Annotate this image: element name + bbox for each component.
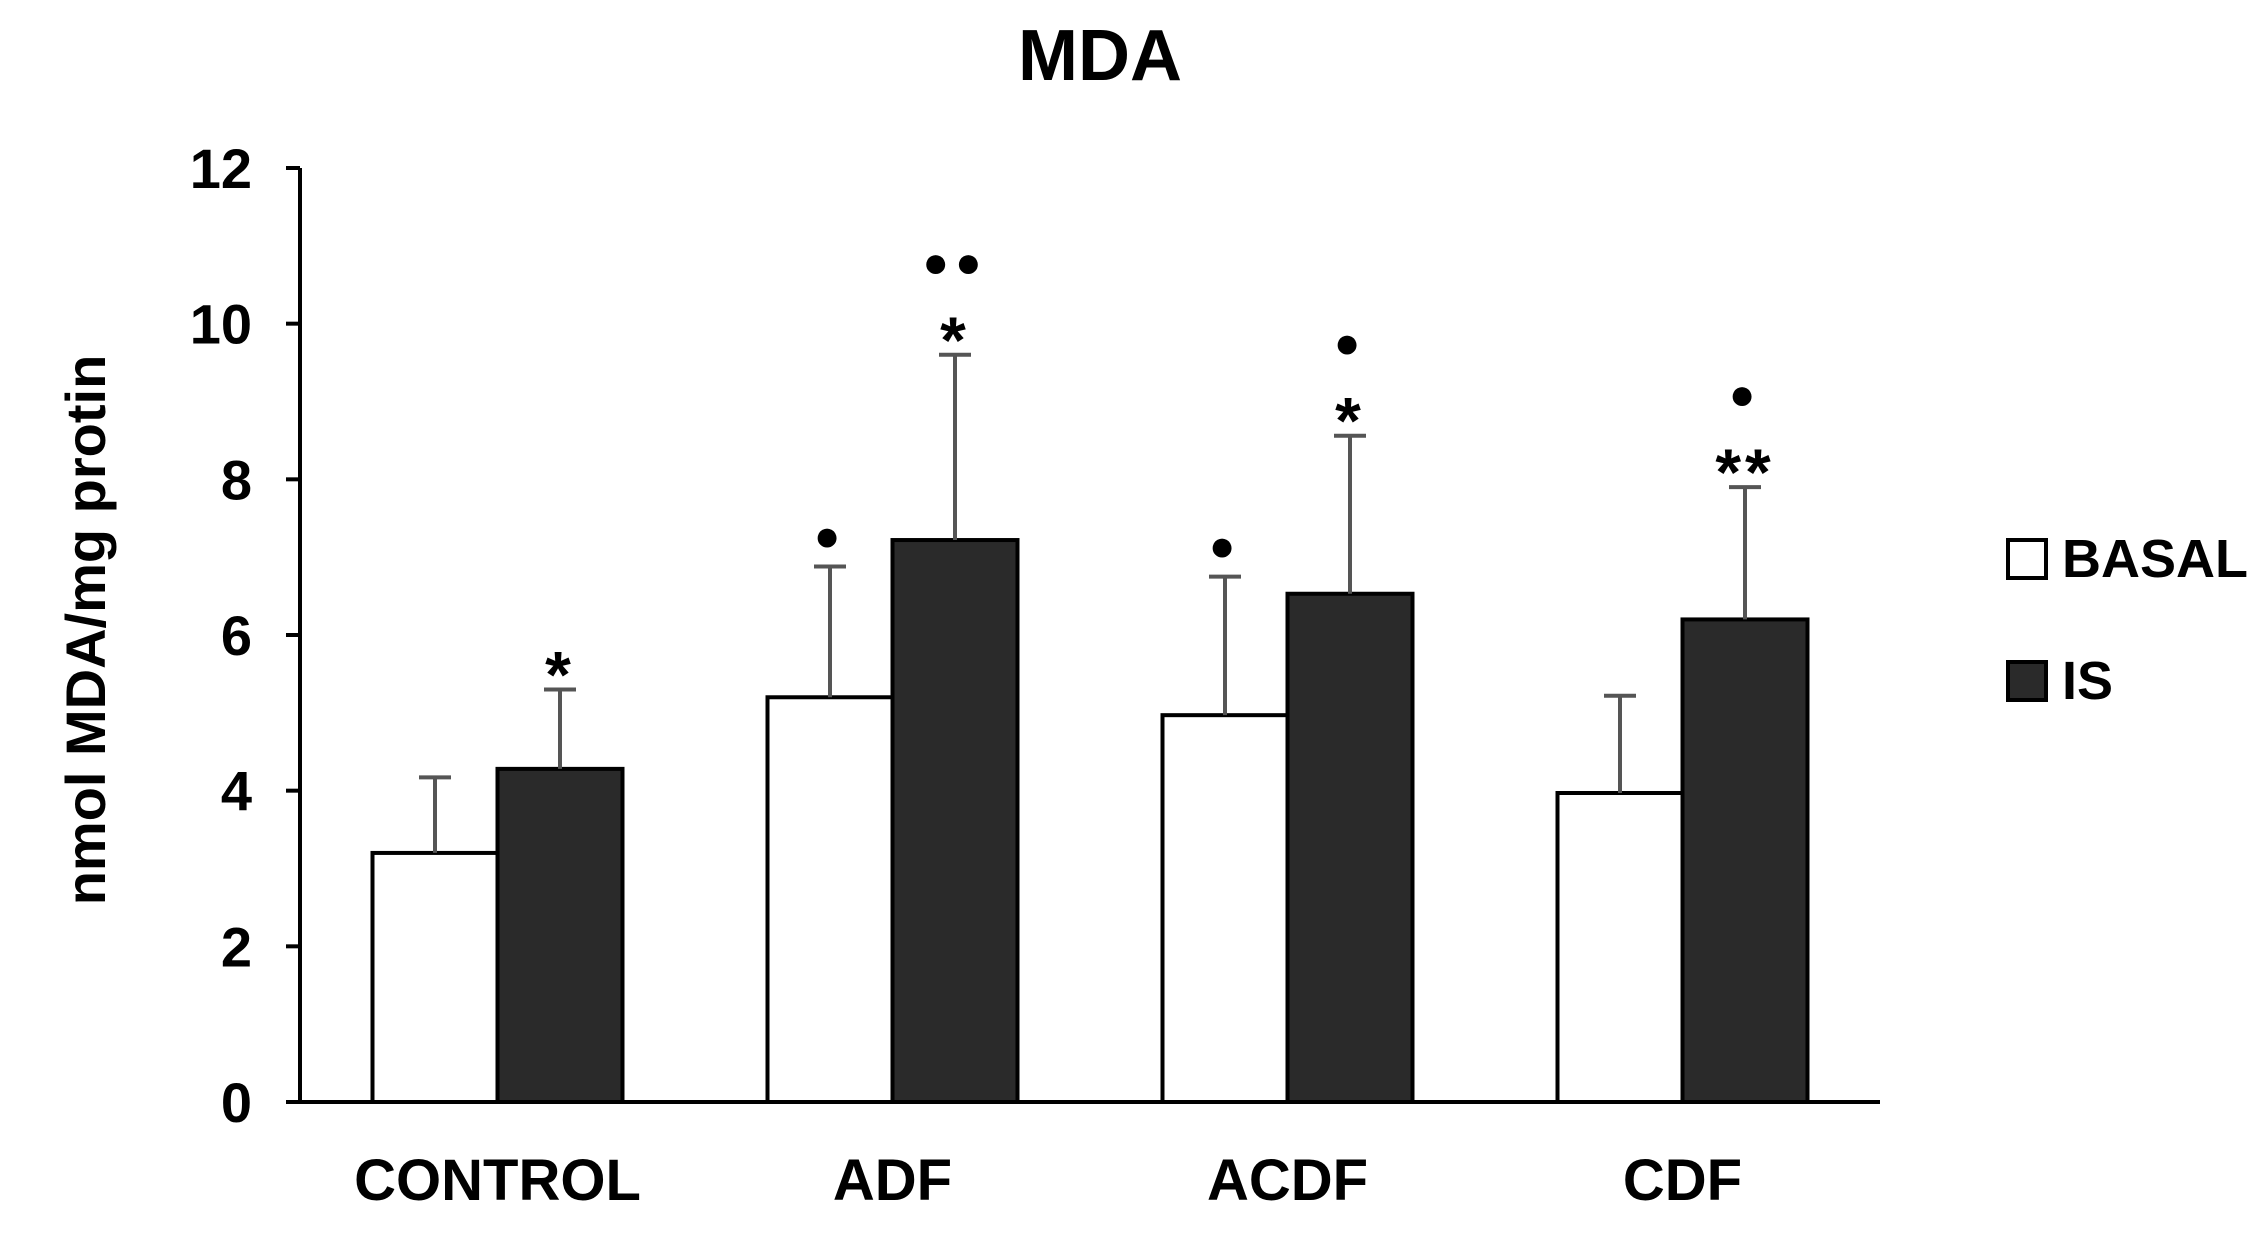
y-tick-label: 8 bbox=[221, 448, 252, 511]
significance-asterisk: * bbox=[1335, 384, 1365, 458]
x-tick-labels: CONTROL ADF ACDF CDF bbox=[354, 1148, 1742, 1213]
legend-label-is: IS bbox=[2062, 651, 2113, 711]
y-ticks: 0 2 4 6 8 10 12 bbox=[190, 137, 300, 1134]
legend-swatch-basal bbox=[2006, 538, 2048, 580]
legend: BASAL IS bbox=[2006, 529, 2248, 711]
bar-is bbox=[495, 766, 625, 1105]
x-tick-label: ADF bbox=[833, 1148, 952, 1213]
legend-swatch-is bbox=[2006, 660, 2048, 702]
bar-basal bbox=[1160, 713, 1290, 1104]
x-tick-label: ACDF bbox=[1207, 1148, 1368, 1213]
y-tick-label: 12 bbox=[190, 137, 252, 200]
bar-is bbox=[890, 538, 1020, 1104]
significance-dot: ● bbox=[1209, 522, 1242, 571]
significance-dot: ● bbox=[814, 512, 847, 561]
bar-basal bbox=[1555, 791, 1685, 1104]
significance-dot: ●● bbox=[922, 238, 987, 287]
significance-asterisk: * bbox=[545, 637, 575, 711]
y-tick-label: 6 bbox=[221, 604, 252, 667]
bar-basal bbox=[370, 850, 500, 1105]
x-tick-label: CONTROL bbox=[354, 1148, 641, 1213]
y-tick-label: 4 bbox=[221, 760, 252, 823]
bar-is bbox=[1285, 591, 1415, 1105]
chart-title: MDA bbox=[1018, 16, 1182, 96]
y-tick-label: 2 bbox=[221, 915, 252, 978]
x-tick-label: CDF bbox=[1623, 1148, 1742, 1213]
significance-dot: ● bbox=[1334, 319, 1367, 368]
significance-asterisk: * bbox=[940, 303, 970, 377]
y-tick-label: 10 bbox=[190, 293, 252, 356]
bars: *●*●●●*●**● bbox=[370, 238, 1810, 1105]
bar-basal bbox=[765, 695, 895, 1104]
bar-is bbox=[1680, 617, 1810, 1105]
significance-asterisk: ** bbox=[1715, 435, 1774, 509]
legend-label-basal: BASAL bbox=[2062, 529, 2248, 589]
y-tick-label: 0 bbox=[221, 1071, 252, 1134]
y-axis-label: nmol MDA/mg protin bbox=[54, 355, 117, 906]
significance-dot: ● bbox=[1729, 370, 1762, 419]
